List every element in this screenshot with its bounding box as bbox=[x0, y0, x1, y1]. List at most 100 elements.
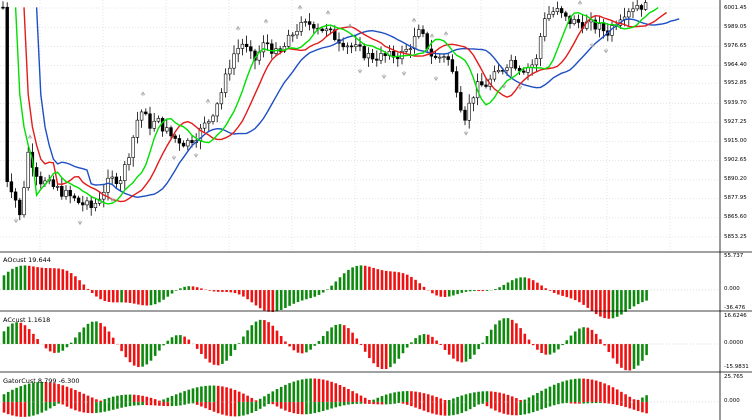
candlestick bbox=[446, 53, 450, 66]
candlestick bbox=[64, 185, 68, 200]
candlestick bbox=[627, 8, 631, 26]
price-candles bbox=[1, 0, 648, 221]
price-axis-label: 5865.60 bbox=[724, 214, 747, 221]
candlestick bbox=[463, 106, 467, 126]
price-axis-label: 5964.40 bbox=[724, 61, 747, 68]
candlestick bbox=[286, 29, 291, 49]
price-axis-label: 5890.20 bbox=[724, 176, 747, 183]
jaw-line bbox=[35, 7, 680, 199]
candlestick bbox=[181, 140, 186, 148]
candlestick bbox=[173, 133, 177, 143]
candlestick bbox=[160, 116, 165, 137]
candlestick bbox=[211, 113, 215, 125]
candlestick bbox=[131, 135, 135, 167]
candlestick bbox=[396, 52, 400, 67]
candlestick bbox=[169, 125, 173, 140]
gator-tick-zero: 0.000 bbox=[724, 398, 740, 404]
candlestick bbox=[391, 45, 396, 64]
candlestick bbox=[635, 0, 639, 12]
candlestick bbox=[589, 12, 593, 31]
ao-histogram bbox=[2, 265, 648, 319]
candlestick bbox=[400, 45, 404, 65]
candlestick bbox=[13, 188, 18, 208]
candlestick bbox=[551, 6, 555, 18]
candlestick bbox=[370, 49, 375, 64]
candlestick bbox=[349, 42, 354, 54]
ao-tick-zero: 0.000 bbox=[724, 286, 740, 292]
candlestick bbox=[39, 171, 43, 190]
candlestick bbox=[417, 24, 421, 39]
candlestick bbox=[559, 6, 564, 18]
candlestick bbox=[572, 15, 576, 26]
down-arrow-icon bbox=[501, 83, 507, 89]
candlestick bbox=[261, 35, 266, 58]
price-axis-label: 5915.00 bbox=[724, 138, 747, 145]
ao-tick-min: -36.476 bbox=[724, 305, 746, 311]
candlestick bbox=[375, 50, 379, 67]
candlestick bbox=[303, 18, 308, 27]
down-arrow-icon bbox=[589, 42, 595, 48]
candlestick bbox=[345, 42, 350, 54]
ac-tick-zero: 0.0000 bbox=[724, 340, 744, 346]
candlestick bbox=[207, 119, 211, 132]
candlestick bbox=[362, 43, 366, 61]
price-axis-label: 6001.45 bbox=[724, 4, 747, 11]
candlestick bbox=[547, 6, 551, 22]
down-arrow-icon bbox=[193, 153, 199, 158]
candlestick bbox=[299, 16, 303, 36]
ac-tick-max: 16.6246 bbox=[724, 313, 747, 319]
up-arrow-icon bbox=[411, 17, 417, 23]
candlestick bbox=[593, 16, 597, 34]
candlestick bbox=[639, 3, 644, 17]
candlestick bbox=[135, 111, 140, 144]
price-axis-label: 5902.65 bbox=[724, 157, 747, 164]
price-axis-label: 5952.85 bbox=[724, 79, 747, 86]
candlestick bbox=[358, 36, 362, 52]
candlestick bbox=[60, 177, 64, 200]
ao-pane-label: AOcust 19.644 bbox=[3, 256, 51, 264]
fractal-markers bbox=[13, 0, 609, 226]
candlestick bbox=[232, 45, 236, 75]
candlestick bbox=[139, 109, 144, 128]
candlestick bbox=[484, 78, 488, 89]
lips-line bbox=[14, 7, 659, 205]
candlestick bbox=[110, 170, 114, 185]
candlestick bbox=[543, 12, 547, 42]
candlestick bbox=[68, 185, 72, 204]
candlestick bbox=[492, 65, 497, 82]
candlestick bbox=[22, 180, 26, 218]
candlestick bbox=[165, 119, 169, 134]
gator-tick-max: 25.765 bbox=[724, 374, 744, 380]
candlestick bbox=[622, 7, 627, 27]
candlestick bbox=[312, 21, 316, 34]
up-arrow-icon bbox=[347, 23, 353, 29]
candlestick bbox=[123, 161, 127, 190]
down-arrow-icon bbox=[603, 48, 609, 54]
candlestick bbox=[249, 40, 253, 59]
up-arrow-icon bbox=[297, 4, 303, 10]
candlestick bbox=[534, 54, 539, 73]
candlestick bbox=[81, 195, 85, 212]
up-arrow-icon bbox=[205, 98, 211, 104]
up-arrow-icon bbox=[27, 134, 33, 140]
candlestick bbox=[85, 196, 89, 210]
candlestick bbox=[412, 27, 417, 54]
down-arrow-icon bbox=[401, 71, 407, 76]
candlestick bbox=[34, 162, 39, 186]
ac-histogram bbox=[2, 318, 648, 371]
candlestick bbox=[97, 191, 102, 206]
candlestick bbox=[291, 31, 295, 42]
candlestick bbox=[223, 68, 228, 98]
price-axis-label: 5853.25 bbox=[724, 233, 747, 240]
up-arrow-icon bbox=[325, 10, 331, 15]
candlestick bbox=[576, 14, 581, 29]
candlestick bbox=[307, 13, 312, 31]
candlestick bbox=[1, 1, 5, 10]
candlestick bbox=[148, 106, 152, 136]
teeth-line bbox=[23, 7, 667, 203]
down-arrow-icon bbox=[13, 218, 19, 224]
ac-tick-min: -15.9831 bbox=[724, 364, 749, 370]
candlestick bbox=[76, 195, 81, 205]
